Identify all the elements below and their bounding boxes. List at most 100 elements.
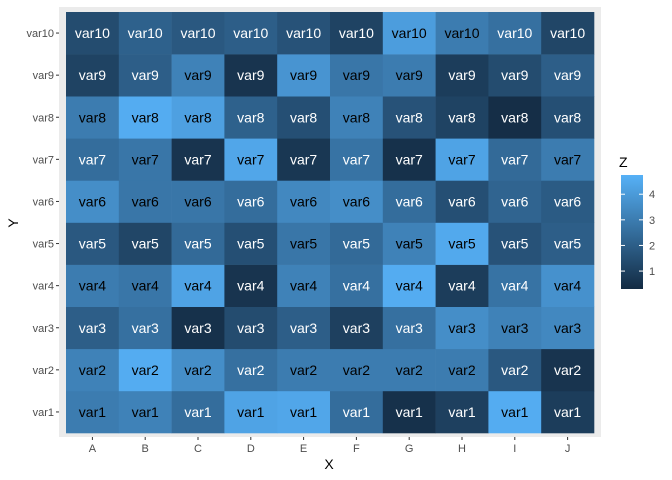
cell-label-F-var5: var5 [343, 236, 370, 252]
heatmap-cell-H-var8 [435, 96, 489, 139]
cell-label-A-var2: var2 [79, 362, 106, 378]
heatmap-cell-E-var7 [277, 138, 331, 181]
heatmap-cell-C-var9 [171, 54, 225, 97]
cell-label-B-var8: var8 [132, 109, 159, 125]
heatmap-cell-G-var10 [382, 12, 436, 55]
heatmap-cell-A-var10 [66, 12, 120, 55]
cell-label-A-var8: var8 [79, 109, 106, 125]
cell-label-A-var9: var9 [79, 67, 106, 83]
x-tick-label: F [353, 443, 360, 455]
heatmap-cell-C-var10 [171, 12, 225, 55]
cell-label-I-var8: var8 [501, 109, 528, 125]
heatmap-cell-D-var5 [224, 222, 278, 265]
heatmap-cell-E-var1 [277, 390, 331, 434]
heatmap-cell-G-var5 [382, 222, 436, 265]
y-tick-label: var5 [33, 239, 54, 251]
cell-label-F-var7: var7 [343, 151, 370, 167]
cell-label-J-var1: var1 [554, 404, 581, 420]
cell-label-F-var9: var9 [343, 67, 370, 83]
cell-label-H-var10: var10 [444, 25, 479, 41]
cell-label-J-var4: var4 [554, 278, 581, 294]
y-axis-title: Y [5, 218, 21, 228]
cell-label-C-var7: var7 [184, 151, 211, 167]
cell-label-E-var5: var5 [290, 236, 317, 252]
cell-label-E-var6: var6 [290, 193, 317, 209]
heatmap-cell-A-var7 [66, 138, 120, 181]
heatmap-cell-A-var8 [66, 96, 120, 139]
cell-label-E-var10: var10 [286, 25, 321, 41]
x-tick-label: B [142, 443, 149, 455]
heatmap-cell-I-var5 [488, 222, 542, 265]
heatmap-cell-B-var3 [118, 306, 172, 350]
heatmap-cell-J-var8 [541, 96, 595, 139]
cell-label-B-var7: var7 [132, 151, 159, 167]
y-tick-label: var2 [33, 365, 54, 377]
legend-tick-label: 4 [649, 189, 655, 201]
heatmap-cell-J-var2 [541, 348, 595, 392]
cell-label-J-var6: var6 [554, 193, 581, 209]
cell-label-J-var10: var10 [550, 25, 585, 41]
heatmap-cell-H-var9 [435, 54, 489, 97]
cell-label-H-var6: var6 [448, 193, 475, 209]
heatmap-cell-E-var8 [277, 96, 331, 139]
heatmap-cell-C-var3 [171, 306, 225, 350]
legend-ticks: 1 2 3 4 [621, 189, 655, 278]
cell-label-B-var4: var4 [132, 278, 159, 294]
heatmap-cell-B-var2 [118, 348, 172, 392]
y-tick-label: var7 [33, 154, 54, 166]
heatmap-cell-I-var9 [488, 54, 542, 97]
cell-label-D-var6: var6 [237, 193, 264, 209]
heatmap-cell-H-var6 [435, 180, 489, 223]
heatmap-cell-G-var8 [382, 96, 436, 139]
cell-label-H-var3: var3 [448, 320, 475, 336]
heatmap-cell-D-var6 [224, 180, 278, 223]
cell-label-F-var10: var10 [339, 25, 374, 41]
heatmap-cell-G-var7 [382, 138, 436, 181]
cell-label-A-var7: var7 [79, 151, 106, 167]
y-tick-label: var3 [33, 323, 54, 335]
cell-label-C-var1: var1 [184, 404, 211, 420]
cell-label-I-var10: var10 [497, 25, 532, 41]
cell-label-C-var10: var10 [180, 25, 215, 41]
heatmap-cell-I-var2 [488, 348, 542, 392]
cell-label-C-var5: var5 [184, 236, 211, 252]
heatmap-cell-A-var4 [66, 264, 120, 307]
cell-label-A-var4: var4 [79, 278, 106, 294]
heatmap-cell-G-var1 [382, 390, 436, 434]
heatmap-cell-E-var2 [277, 348, 331, 392]
y-tick-label: var9 [33, 70, 54, 82]
cell-label-H-var1: var1 [448, 404, 475, 420]
heatmap-cell-D-var3 [224, 306, 278, 350]
cell-label-A-var10: var10 [75, 25, 110, 41]
heatmap-cell-J-var9 [541, 54, 595, 97]
x-tick-label: C [194, 443, 202, 455]
heatmap-cell-J-var3 [541, 306, 595, 350]
cell-label-J-var3: var3 [554, 320, 581, 336]
cell-label-B-var2: var2 [132, 362, 159, 378]
cell-label-I-var6: var6 [501, 193, 528, 209]
cell-label-G-var8: var8 [396, 109, 423, 125]
cell-label-D-var10: var10 [233, 25, 268, 41]
cell-label-F-var4: var4 [343, 278, 370, 294]
cell-label-I-var9: var9 [501, 67, 528, 83]
cell-label-E-var7: var7 [290, 151, 317, 167]
heatmap-cell-H-var7 [435, 138, 489, 181]
heatmap-cell-E-var6 [277, 180, 331, 223]
heatmap-cell-I-var8 [488, 96, 542, 139]
heatmap-cell-E-var9 [277, 54, 331, 97]
cell-label-E-var2: var2 [290, 362, 317, 378]
x-tick-label: E [300, 443, 307, 455]
cell-label-G-var6: var6 [396, 193, 423, 209]
cell-label-G-var2: var2 [396, 362, 423, 378]
heatmap-cell-I-var10 [488, 12, 542, 55]
heatmap-cell-A-var2 [66, 348, 120, 392]
heatmap-cell-C-var1 [171, 390, 225, 434]
heatmap-cell-F-var3 [330, 306, 384, 350]
heatmap-cell-J-var4 [541, 264, 595, 307]
heatmap-cell-A-var9 [66, 54, 120, 97]
heatmap-cell-F-var6 [330, 180, 384, 223]
heatmap-cell-A-var3 [66, 306, 120, 350]
cell-label-J-var7: var7 [554, 151, 581, 167]
x-axis: A B C D E F G H I J [89, 437, 570, 455]
